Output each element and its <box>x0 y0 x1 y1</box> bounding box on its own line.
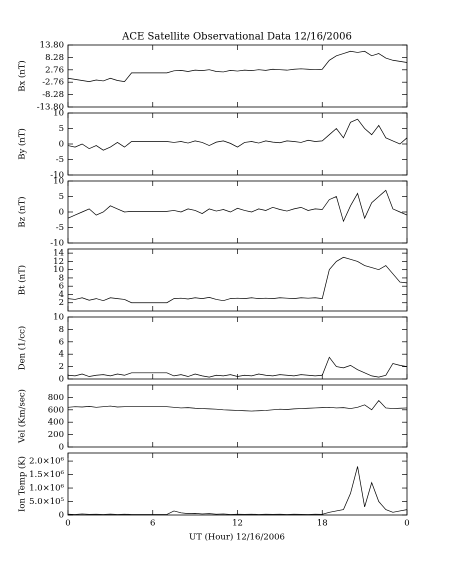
data-line <box>67 466 408 515</box>
y-tick-label: 0 <box>59 208 64 218</box>
y-tick-label: 4 <box>59 290 64 300</box>
y-tick-label: 800 <box>48 393 64 403</box>
y-tick-label: 2.0×10⁶ <box>29 457 64 467</box>
y-tick-label: 1.0×10⁶ <box>29 484 64 494</box>
x-tick-label: 18 <box>317 519 328 529</box>
y-tick-label: 0 <box>59 443 64 453</box>
data-line <box>67 356 408 378</box>
y-tick-label: -8.28 <box>42 90 64 100</box>
y-tick-label: 13.80 <box>40 41 64 51</box>
y-tick-label: -13.80 <box>37 103 64 113</box>
y-tick-label: 0 <box>59 140 64 150</box>
data-line <box>67 256 408 304</box>
y-tick-label: 5 <box>59 192 64 202</box>
data-line <box>67 50 408 82</box>
y-tick-label: -10 <box>50 171 64 181</box>
y-tick-label: 0 <box>59 511 64 521</box>
y-tick-label: 8 <box>59 273 64 283</box>
y-tick-label: 2.76 <box>45 65 64 75</box>
x-tick-label: 0 <box>404 519 409 529</box>
y-tick-label: 8.28 <box>45 53 64 63</box>
y-tick-label: 10 <box>53 265 64 275</box>
y-tick-label: 10 <box>53 177 64 187</box>
data-line <box>67 399 408 412</box>
data-line <box>67 189 408 223</box>
y-axis-label: Bx (nT) <box>17 60 28 92</box>
x-tick-label: 6 <box>150 519 155 529</box>
y-axis-label: Den (1/cc) <box>17 326 28 370</box>
y-axis-label: Bt (nT) <box>17 265 28 295</box>
y-tick-label: 14 <box>53 249 64 259</box>
y-tick-label: -10 <box>50 239 64 249</box>
y-tick-label: 5.0×10⁵ <box>29 497 64 507</box>
data-line <box>67 118 408 151</box>
y-tick-label: 8 <box>59 325 64 335</box>
y-tick-label: 200 <box>48 430 64 440</box>
y-axis-label: Ion Temp (K) <box>17 456 28 512</box>
y-tick-label: -5 <box>56 155 64 165</box>
y-tick-label: 6 <box>59 337 64 347</box>
y-tick-label: 400 <box>48 418 64 428</box>
x-tick-label: 0 <box>65 519 70 529</box>
y-tick-label: 2 <box>59 362 64 372</box>
chart-title: ACE Satellite Observational Data 12/16/2… <box>121 32 352 43</box>
y-tick-label: -5 <box>56 223 64 233</box>
y-tick-label: 10 <box>53 313 64 323</box>
y-tick-label: 6 <box>59 282 64 292</box>
y-tick-label: 5 <box>59 124 64 134</box>
y-axis-label: Bz (nT) <box>17 196 28 227</box>
y-axis-label: By (nT) <box>17 128 28 160</box>
x-tick-label: 12 <box>232 519 243 529</box>
y-tick-label: 10 <box>53 109 64 119</box>
y-tick-label: 2 <box>59 298 64 308</box>
y-tick-label: 4 <box>59 350 64 360</box>
y-tick-label: 12 <box>53 257 64 267</box>
y-tick-label: 0 <box>59 375 64 385</box>
x-axis-label: UT (Hour) 12/16/2006 <box>189 532 285 543</box>
y-tick-label: 1.5×10⁶ <box>29 470 64 480</box>
y-axis-label: Vel (Km/sec) <box>17 389 28 444</box>
y-tick-label: 600 <box>48 405 64 415</box>
y-tick-label: -2.76 <box>42 78 64 88</box>
